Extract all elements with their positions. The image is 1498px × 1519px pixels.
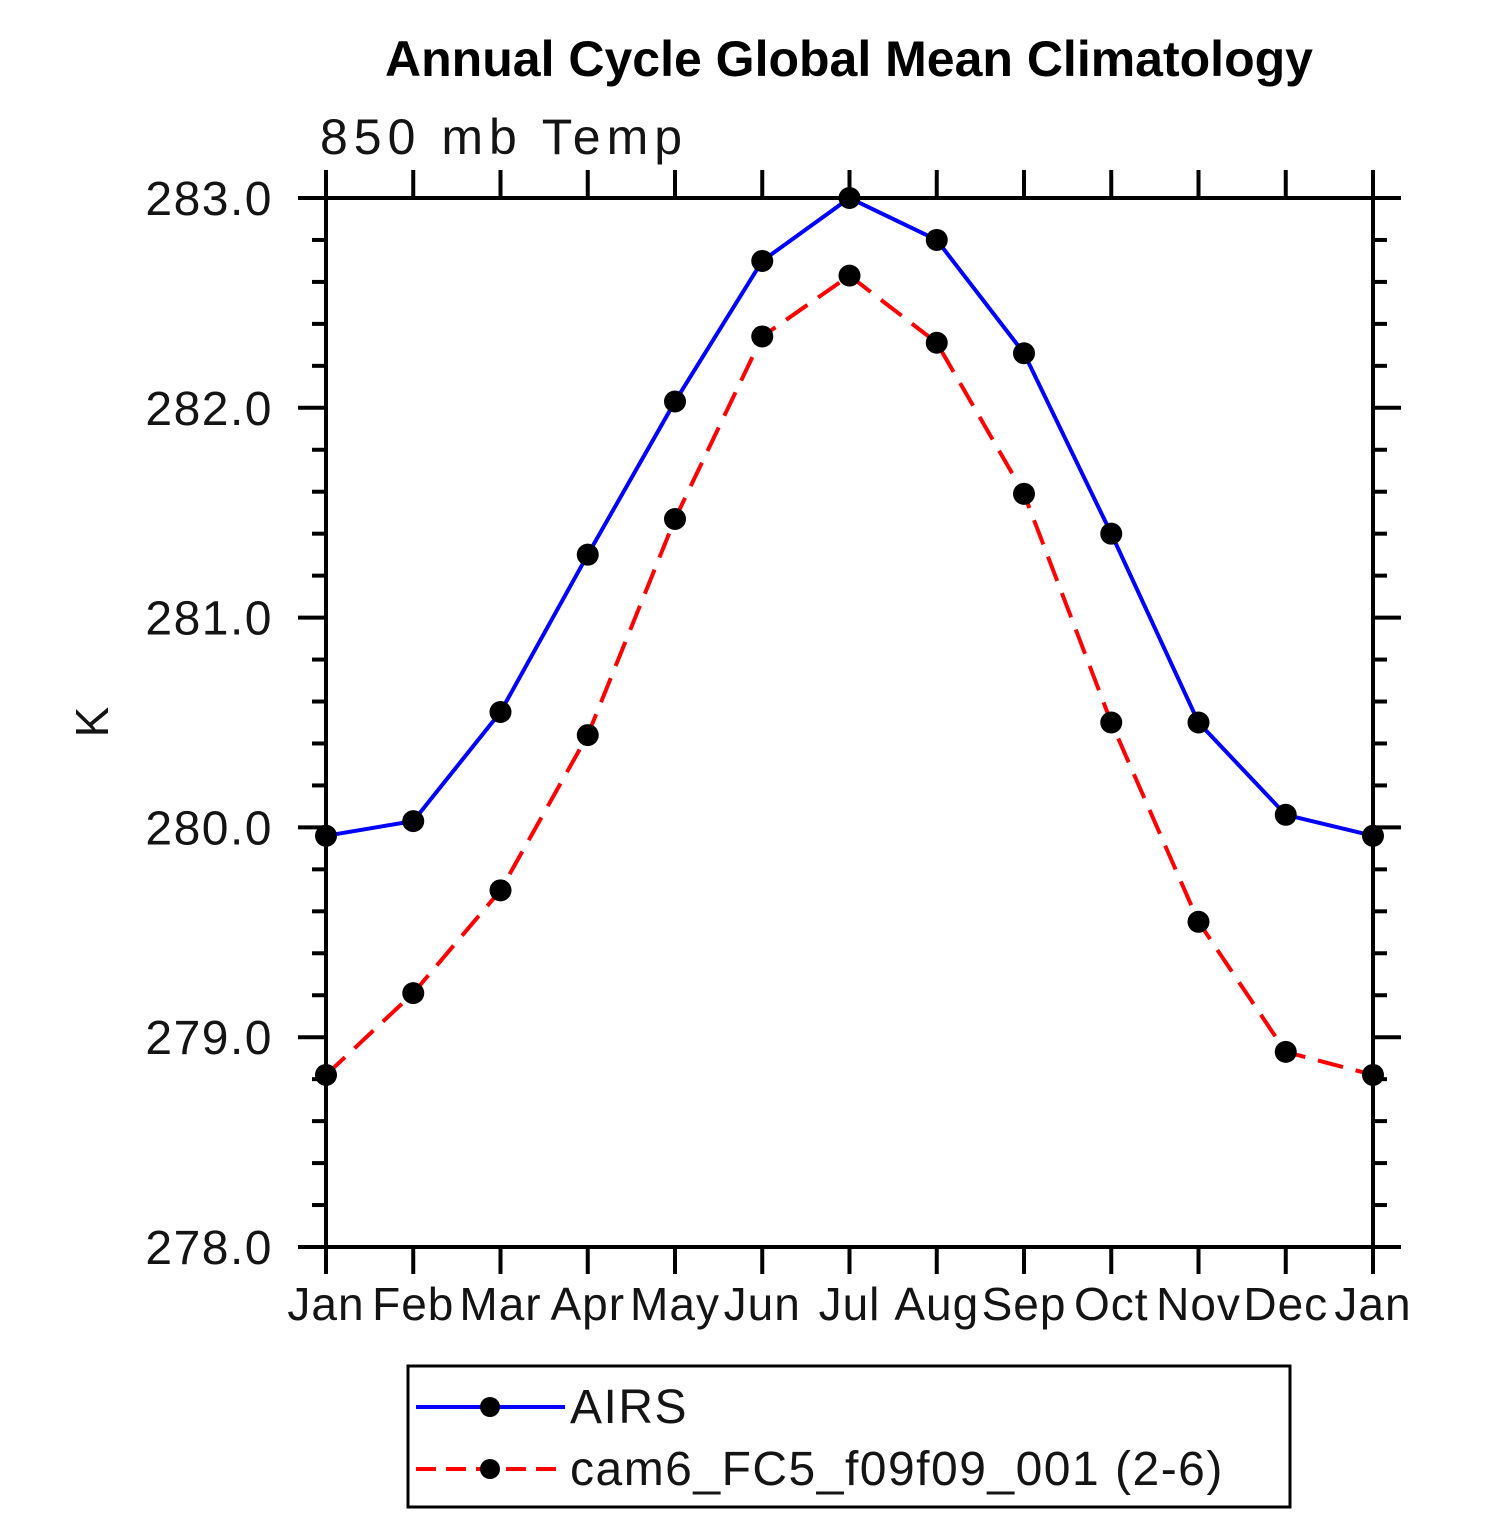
y-tick-label: 281.0 [145, 593, 273, 646]
x-tick-label: Apr [550, 1278, 625, 1330]
plot-frame [324, 196, 1375, 1249]
data-point-marker [1187, 711, 1210, 734]
legend-label-airs: AIRS [570, 1381, 688, 1434]
data-point-marker [315, 1063, 337, 1086]
data-point-marker [402, 810, 425, 833]
data-point-marker [1013, 342, 1035, 365]
data-point-marker [1362, 1063, 1384, 1086]
data-point-marker [1013, 482, 1035, 505]
data-point-marker [664, 390, 686, 413]
x-tick-label: Aug [894, 1278, 979, 1330]
x-tick-label: Nov [1156, 1278, 1241, 1330]
x-tick-label: Jun [724, 1278, 801, 1330]
legend-box [406, 1364, 1292, 1509]
data-point-marker [1274, 803, 1297, 826]
x-tick-label: Feb [372, 1278, 454, 1330]
y-tick-label: 283.0 [145, 173, 273, 226]
data-point-marker [751, 249, 774, 272]
data-point-marker [315, 824, 337, 847]
y-tick-label: 280.0 [145, 802, 273, 855]
data-point-marker [576, 543, 599, 566]
series-line-1 [324, 273, 1374, 1077]
legend-marker-airs [480, 1397, 500, 1417]
data-point-marker [489, 701, 512, 724]
data-point-marker [576, 724, 599, 747]
x-tick-label: Jan [1334, 1278, 1411, 1330]
x-tick-label: Jul [819, 1278, 881, 1330]
x-tick-label: Sep [982, 1278, 1067, 1330]
legend: AIRS cam6_FC5_f09f09_001 (2-6) [406, 1364, 1292, 1509]
x-tick-label: May [630, 1278, 720, 1330]
legend-label-cam6: cam6_FC5_f09f09_001 (2-6) [570, 1443, 1224, 1496]
legend-entry-cam6: cam6_FC5_f09f09_001 (2-6) [416, 1443, 1224, 1496]
chart-title: Annual Cycle Global Mean Climatology [385, 31, 1313, 87]
data-point-marker [402, 982, 425, 1005]
data-point-marker [664, 507, 686, 530]
data-point-marker [751, 325, 774, 348]
y-axis-title: K [66, 706, 118, 737]
chart-subtitle: 850 mb Temp [320, 109, 688, 165]
y-tick-label: 279.0 [145, 1012, 273, 1065]
legend-marker-cam6 [480, 1459, 500, 1479]
data-point-marker [838, 187, 861, 209]
y-tick-label: 282.0 [145, 383, 273, 436]
legend-entry-airs: AIRS [416, 1381, 688, 1434]
data-point-marker [1187, 910, 1210, 933]
data-point-marker [1274, 1040, 1297, 1063]
data-point-marker [489, 879, 512, 902]
x-tick-label: Dec [1243, 1278, 1328, 1330]
x-tick-label: Oct [1074, 1278, 1149, 1330]
y-tick-label: 278.0 [145, 1222, 273, 1275]
data-point-marker [1100, 711, 1123, 734]
data-point-marker [925, 331, 948, 354]
data-point-marker [925, 228, 948, 251]
series-layer [315, 187, 1384, 1086]
x-tick-label: Jan [287, 1278, 364, 1330]
series-line-0 [325, 196, 1374, 838]
data-point-marker [838, 264, 861, 287]
data-point-marker [1362, 824, 1384, 847]
data-point-marker [1100, 522, 1123, 545]
x-tick-label: Mar [459, 1278, 541, 1330]
